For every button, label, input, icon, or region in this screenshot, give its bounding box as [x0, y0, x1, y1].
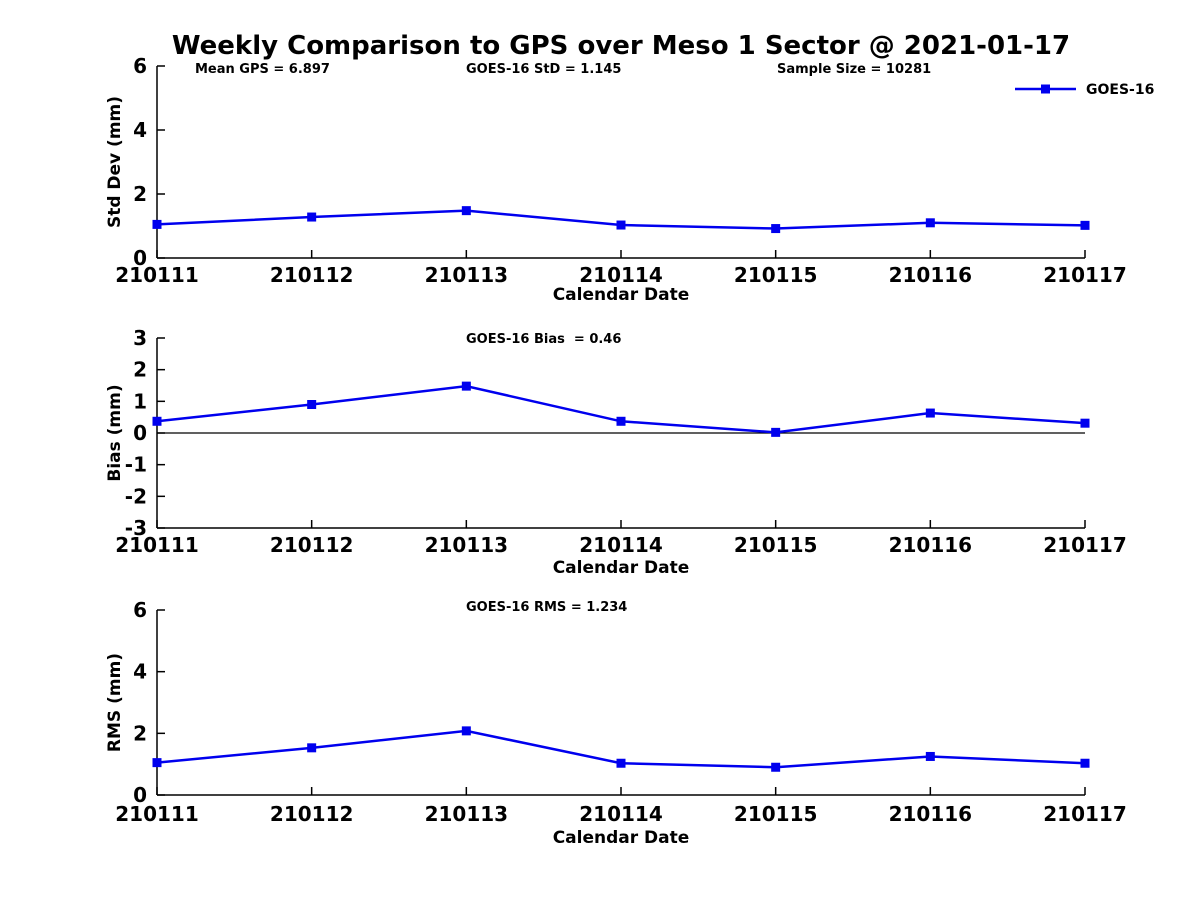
x-axis-label-bias: Calendar Date [553, 558, 690, 578]
x-tick-label: 210113 [425, 802, 509, 826]
x-axis-label-std-dev: Calendar Date [553, 285, 690, 305]
x-tick-label: 210111 [115, 263, 199, 287]
x-tick-label: 210113 [425, 533, 509, 557]
legend: GOES-16 [1015, 82, 1154, 98]
annotation-std-dev-1: GOES-16 StD = 1.145 [466, 62, 621, 77]
y-tick-label: 6 [133, 54, 147, 78]
subplot-rms: 0 2 4 6 210111 210112 210113 210114 210115 210116… [105, 598, 1127, 848]
x-tick-label: 210115 [734, 263, 818, 287]
x-tick-label: 210112 [270, 533, 354, 557]
y-tick-label: 4 [133, 118, 147, 142]
data-point-rms-210111 [152, 758, 162, 768]
y-tick-label: 1 [133, 389, 147, 413]
data-point-rms-210112 [307, 743, 317, 753]
y-tick-label: 0 [133, 421, 147, 445]
x-tick-label: 210117 [1043, 533, 1127, 557]
y-tick-label: -1 [125, 453, 147, 477]
legend-marker [1041, 84, 1050, 94]
y-tick-label: 6 [133, 598, 147, 622]
x-tick-label: 210117 [1043, 802, 1127, 826]
x-tick-label: 210112 [270, 802, 354, 826]
data-point-rms-210117 [1080, 758, 1090, 768]
y-tick-label: 2 [133, 358, 147, 382]
data-point-bias-210116 [925, 408, 935, 418]
y-axis-label-bias: Bias (mm) [105, 384, 125, 481]
y-axis-label-rms: RMS (mm) [105, 653, 125, 752]
data-point-bias-210115 [771, 427, 781, 437]
data-point-std-dev-210114 [616, 220, 626, 230]
subplot-bias: -3 -2 -1 0 1 2 3 210111 210112 210113 210114 210115… [105, 326, 1127, 578]
annotation-rms-0: GOES-16 RMS = 1.234 [466, 600, 627, 615]
x-tick-label: 210116 [889, 263, 973, 287]
x-tick-label: 210113 [425, 263, 509, 287]
data-point-rms-210116 [925, 751, 935, 761]
y-axis-label-std-dev: Std Dev (mm) [105, 96, 125, 228]
data-point-bias-210114 [616, 416, 626, 426]
data-point-std-dev-210117 [1080, 220, 1090, 230]
x-tick-label: 210116 [889, 802, 973, 826]
data-point-rms-210115 [771, 762, 781, 772]
y-tick-label: 2 [133, 182, 147, 206]
data-point-bias-210113 [461, 381, 471, 391]
annotation-std-dev-2: Sample Size = 10281 [777, 62, 931, 77]
data-point-bias-210111 [152, 416, 162, 426]
annotation-std-dev-0: Mean GPS = 6.897 [195, 62, 330, 77]
x-tick-label: 210116 [889, 533, 973, 557]
y-tick-label: 2 [133, 721, 147, 745]
data-point-rms-210113 [461, 726, 471, 736]
subplot-std-dev: 0 2 4 6 210111 210112 210113 210114 210115 210116… [105, 54, 1127, 305]
y-tick-label: -2 [125, 484, 147, 508]
x-tick-label: 210114 [579, 533, 663, 557]
data-point-rms-210114 [616, 758, 626, 768]
data-point-std-dev-210116 [925, 218, 935, 228]
y-tick-label: 3 [133, 326, 147, 350]
data-point-std-dev-210115 [771, 224, 781, 234]
chart-title: Weekly Comparison to GPS over Meso 1 Sec… [172, 31, 1070, 61]
data-point-bias-210112 [307, 400, 317, 409]
annotation-bias-0: GOES-16 Bias = 0.46 [466, 332, 621, 347]
x-tick-label: 210114 [579, 263, 663, 287]
data-point-std-dev-210112 [307, 212, 317, 222]
legend-label: GOES-16 [1086, 82, 1154, 98]
x-axis-label-rms: Calendar Date [553, 828, 690, 848]
y-tick-label: -3 [125, 516, 147, 540]
y-tick-label: 0 [133, 246, 147, 270]
x-tick-label: 210117 [1043, 263, 1127, 287]
data-point-std-dev-210111 [152, 219, 162, 229]
x-tick-label: 210112 [270, 263, 354, 287]
x-tick-label: 210115 [734, 533, 818, 557]
y-tick-label: 4 [133, 660, 147, 684]
data-point-std-dev-210113 [461, 206, 471, 216]
data-point-bias-210117 [1080, 418, 1090, 428]
x-tick-label: 210115 [734, 802, 818, 826]
y-tick-label: 0 [133, 783, 147, 807]
x-tick-label: 210111 [115, 533, 199, 557]
subplots-container: 0 2 4 6 210111 210112 210113 210114 210115 210116… [105, 54, 1127, 848]
x-tick-label: 210114 [579, 802, 663, 826]
x-tick-label: 210111 [115, 802, 199, 826]
